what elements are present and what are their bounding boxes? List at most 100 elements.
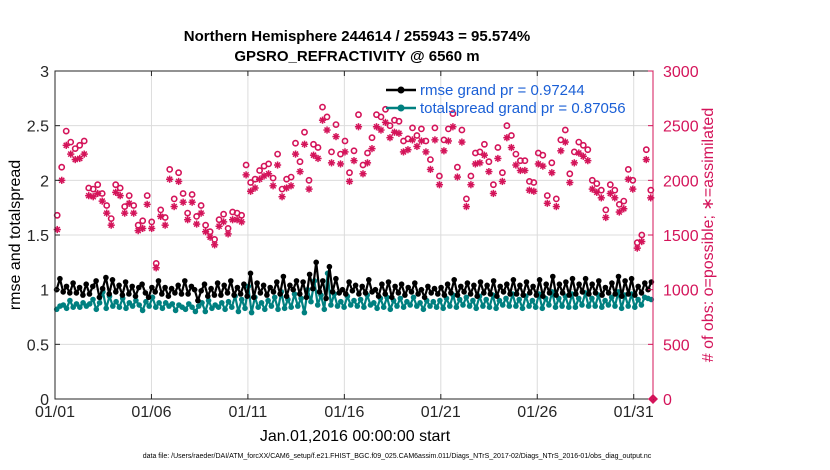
totalspread-point <box>572 304 579 311</box>
obs-assimilated-point <box>633 244 641 252</box>
rmse-point <box>116 282 122 289</box>
rmse-point <box>237 291 244 297</box>
obs-assimilated-point <box>611 194 619 202</box>
rmse-point <box>500 289 507 295</box>
totalspread-point <box>496 297 503 304</box>
rmse-point <box>412 280 418 286</box>
obs-possible-point <box>593 180 601 187</box>
rmse-point <box>389 294 395 301</box>
totalspread-point <box>417 300 423 306</box>
rmse-point <box>119 292 126 298</box>
rmse-point <box>517 282 523 289</box>
obs-possible-point <box>296 158 304 166</box>
obs-assimilated-point <box>264 170 273 178</box>
rmse-point <box>93 278 99 284</box>
y-right-tick-label: 2500 <box>663 119 699 136</box>
totalspread-point <box>420 306 427 313</box>
obs-assimilated-point <box>620 205 628 213</box>
rmse-point <box>527 290 533 296</box>
obs-assimilated-point <box>494 154 502 163</box>
rmse-point <box>481 290 487 296</box>
obs-possible-point <box>561 126 569 134</box>
rmse-point <box>510 277 517 283</box>
chart-title-line1: Northern Hemisphere 244614 / 255943 = 95… <box>184 28 530 45</box>
obs-assimilated-point <box>80 150 88 158</box>
obs-assimilated-point <box>350 157 358 165</box>
obs-possible-point <box>107 215 115 222</box>
totalspread-point <box>460 302 466 308</box>
rmse-point <box>346 279 352 285</box>
rmse-point <box>316 289 323 295</box>
totalspread-point <box>463 294 470 301</box>
obs-possible-point <box>350 147 358 155</box>
obs-assimilated-point <box>318 116 327 124</box>
rmse-point <box>435 291 441 297</box>
totalspread-point <box>526 303 532 309</box>
rmse-point <box>448 290 454 296</box>
obs-possible-point <box>588 176 596 184</box>
obs-assimilated-point <box>561 138 569 146</box>
rmse-point <box>484 282 490 289</box>
totalspread-point <box>437 297 443 304</box>
totalspread-point <box>328 302 334 308</box>
totalspread-point <box>298 295 304 302</box>
rmse-point <box>425 283 431 290</box>
rmse-point <box>379 281 385 288</box>
rmse-point <box>625 291 632 297</box>
rmse-point <box>211 292 218 298</box>
totalspread-point <box>397 295 404 302</box>
totalspread-point <box>314 302 321 308</box>
totalspread-point <box>612 303 618 309</box>
rmse-point <box>566 292 572 298</box>
totalspread-point <box>235 308 242 315</box>
totalspread-point <box>189 304 195 311</box>
totalspread-point <box>321 306 328 313</box>
obs-possible-point <box>188 191 196 198</box>
rmse-point <box>306 271 313 278</box>
obs-assimilated-point <box>255 175 264 183</box>
rmse-point <box>628 275 635 282</box>
obs-assimilated-point <box>377 126 385 134</box>
obs-assimilated-point <box>287 182 295 190</box>
rmse-point <box>352 282 359 289</box>
rmse-point <box>366 277 372 283</box>
obs-possible-point <box>116 184 124 192</box>
rmse-point <box>563 279 569 285</box>
obs-possible-point <box>543 192 551 199</box>
y-left-tick-label: 0 <box>40 392 49 409</box>
obs-possible-point <box>274 150 281 158</box>
obs-possible-point <box>462 195 470 203</box>
rmse-point <box>343 291 349 297</box>
rmse-point <box>270 289 277 295</box>
obs-assimilated-point <box>449 123 457 131</box>
x-tick-label: 01/21 <box>421 404 461 421</box>
totalspread-point <box>529 297 536 304</box>
obs-possible-point <box>305 176 313 184</box>
rmse-point <box>86 291 93 297</box>
obs-assimilated-point <box>125 199 133 207</box>
rmse-point <box>372 286 379 293</box>
totalspread-point <box>618 305 625 312</box>
totalspread-point <box>275 306 281 313</box>
totalspread-point <box>387 306 394 313</box>
obs-possible-point <box>377 113 385 121</box>
obs-possible-point <box>269 174 277 182</box>
y-right-tick-label: 1500 <box>663 228 699 245</box>
rmse-point <box>57 275 63 282</box>
obs-assimilated-point <box>251 184 259 192</box>
chart-title-line2: GPSRO_REFRACTIVITY @ 6560 m <box>234 48 479 65</box>
obs-assimilated-point <box>309 151 318 159</box>
totalspread-point <box>410 294 417 301</box>
y-left-tick-label: 1 <box>40 283 49 300</box>
totalspread-point <box>341 304 347 311</box>
obs-assimilated-point <box>121 209 129 217</box>
obs-assimilated-point <box>193 220 201 228</box>
obs-assimilated-point <box>215 222 223 230</box>
obs-possible-point <box>328 148 335 156</box>
obs-assimilated-point <box>521 166 529 175</box>
obs-possible-point <box>319 103 326 111</box>
rmse-point <box>408 289 415 295</box>
obs-possible-point <box>62 127 70 135</box>
obs-assimilated-point <box>395 129 403 137</box>
obs-assimilated-point <box>404 146 412 154</box>
